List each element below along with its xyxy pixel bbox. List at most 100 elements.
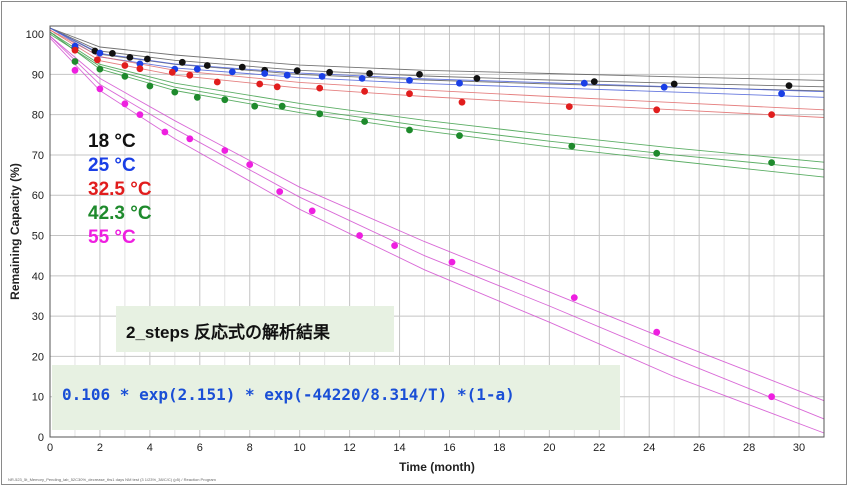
y-tick-label: 10 bbox=[32, 392, 44, 404]
data-point-3 bbox=[146, 82, 154, 90]
x-tick-label: 26 bbox=[693, 442, 705, 454]
data-point-0 bbox=[109, 50, 116, 57]
data-point-3 bbox=[278, 102, 286, 110]
x-tick-label: 8 bbox=[247, 442, 253, 454]
data-point-0 bbox=[785, 82, 793, 89]
data-point-3 bbox=[221, 96, 229, 104]
data-point-3 bbox=[96, 65, 104, 73]
x-tick-label: 22 bbox=[593, 442, 605, 454]
data-point-4 bbox=[161, 128, 169, 136]
y-tick-label: 40 bbox=[32, 271, 44, 283]
x-tick-label: 20 bbox=[543, 442, 555, 454]
fit-curve bbox=[49, 35, 825, 402]
data-point-2 bbox=[121, 62, 129, 69]
data-point-2 bbox=[256, 80, 264, 88]
data-point-4 bbox=[448, 258, 456, 266]
data-point-4 bbox=[71, 66, 79, 74]
data-point-2 bbox=[653, 106, 661, 114]
data-point-3 bbox=[251, 102, 259, 110]
data-point-0 bbox=[238, 63, 246, 71]
data-point-4 bbox=[136, 111, 144, 118]
data-point-3 bbox=[193, 93, 201, 101]
data-point-3 bbox=[653, 149, 661, 157]
data-point-1 bbox=[778, 90, 785, 98]
data-point-0 bbox=[670, 80, 678, 88]
data-point-4 bbox=[308, 207, 316, 215]
data-point-4 bbox=[768, 393, 775, 401]
data-point-2 bbox=[768, 111, 775, 118]
y-tick-label: 20 bbox=[32, 351, 44, 363]
data-point-3 bbox=[406, 126, 413, 134]
method-annotation-box: 2_steps 反応式の解析結果 bbox=[116, 306, 394, 352]
plot-border bbox=[49, 25, 825, 438]
data-point-2 bbox=[213, 78, 221, 86]
footer-caption: NR-523_5t_Memory_Pending_lab_52C30%_decr… bbox=[8, 477, 216, 482]
data-point-1 bbox=[136, 60, 144, 68]
data-point-4 bbox=[221, 147, 229, 154]
data-point-1 bbox=[358, 75, 366, 82]
data-point-2 bbox=[458, 98, 466, 106]
data-point-1 bbox=[283, 71, 291, 79]
data-point-0 bbox=[178, 58, 186, 66]
y-tick-label: 100 bbox=[26, 29, 44, 41]
x-tick-label: 16 bbox=[443, 442, 455, 454]
data-point-4 bbox=[356, 232, 363, 239]
fit-curve bbox=[49, 35, 825, 420]
data-point-2 bbox=[273, 83, 281, 91]
y-tick-label: 70 bbox=[32, 150, 44, 162]
data-point-2 bbox=[168, 68, 176, 76]
data-point-3 bbox=[121, 73, 129, 80]
data-point-0 bbox=[326, 68, 333, 76]
x-tick-label: 0 bbox=[47, 442, 53, 454]
data-point-1 bbox=[580, 79, 588, 87]
data-point-4 bbox=[246, 161, 254, 169]
data-point-0 bbox=[366, 70, 373, 77]
data-point-2 bbox=[565, 103, 573, 110]
data-point-4 bbox=[570, 294, 578, 301]
x-tick-label: 14 bbox=[393, 442, 405, 454]
data-point-3 bbox=[71, 58, 79, 65]
data-point-2 bbox=[406, 90, 413, 98]
y-axis-label: Remaining Capacity (%) bbox=[8, 163, 22, 300]
x-tick-label: 12 bbox=[343, 442, 355, 454]
data-point-2 bbox=[361, 87, 368, 95]
y-tick-label: 30 bbox=[32, 311, 44, 323]
data-point-2 bbox=[186, 71, 194, 79]
formula-annotation-box: 0.106 * exp(2.151) * exp(-44220/8.314/T)… bbox=[52, 365, 620, 430]
x-axis-label: Time (month) bbox=[399, 460, 475, 474]
data-point-4 bbox=[653, 328, 661, 336]
data-point-3 bbox=[456, 132, 463, 140]
y-tick-label: 50 bbox=[32, 231, 44, 243]
data-point-3 bbox=[768, 159, 775, 167]
data-point-3 bbox=[361, 118, 368, 125]
data-point-2 bbox=[136, 65, 144, 73]
axes: 0 2 4 6 8 10 12 14 16 18 20 22 24 26 28 300102030405060… bbox=[8, 25, 825, 474]
data-point-2 bbox=[316, 84, 324, 92]
data-point-3 bbox=[568, 142, 576, 150]
y-tick-label: 80 bbox=[32, 110, 44, 122]
data-point-1 bbox=[193, 65, 201, 73]
data-point-4 bbox=[186, 135, 194, 143]
x-tick-label: 6 bbox=[197, 442, 203, 454]
data-point-0 bbox=[590, 78, 598, 85]
y-tick-label: 90 bbox=[32, 69, 44, 81]
method-annotation-text: 2_steps 反応式の解析結果 bbox=[126, 323, 331, 342]
x-tick-label: 2 bbox=[97, 442, 103, 454]
data-point-1 bbox=[96, 49, 104, 57]
data-point-4 bbox=[121, 100, 129, 108]
fit-curve bbox=[49, 27, 825, 81]
x-tick-label: 24 bbox=[643, 442, 655, 454]
x-tick-label: 30 bbox=[793, 442, 805, 454]
formula-annotation-text: 0.106 * exp(2.151) * exp(-44220/8.314/T)… bbox=[62, 385, 515, 404]
legend-item-18c: 18 °C bbox=[88, 131, 136, 152]
data-point-1 bbox=[456, 79, 463, 87]
x-tick-label: 10 bbox=[294, 442, 306, 454]
data-point-2 bbox=[71, 46, 79, 54]
data-point-1 bbox=[318, 73, 326, 80]
data-point-2 bbox=[94, 56, 101, 64]
data-point-1 bbox=[261, 70, 269, 77]
x-tick-label: 28 bbox=[743, 442, 755, 454]
data-point-3 bbox=[171, 88, 179, 96]
data-point-0 bbox=[144, 55, 151, 63]
